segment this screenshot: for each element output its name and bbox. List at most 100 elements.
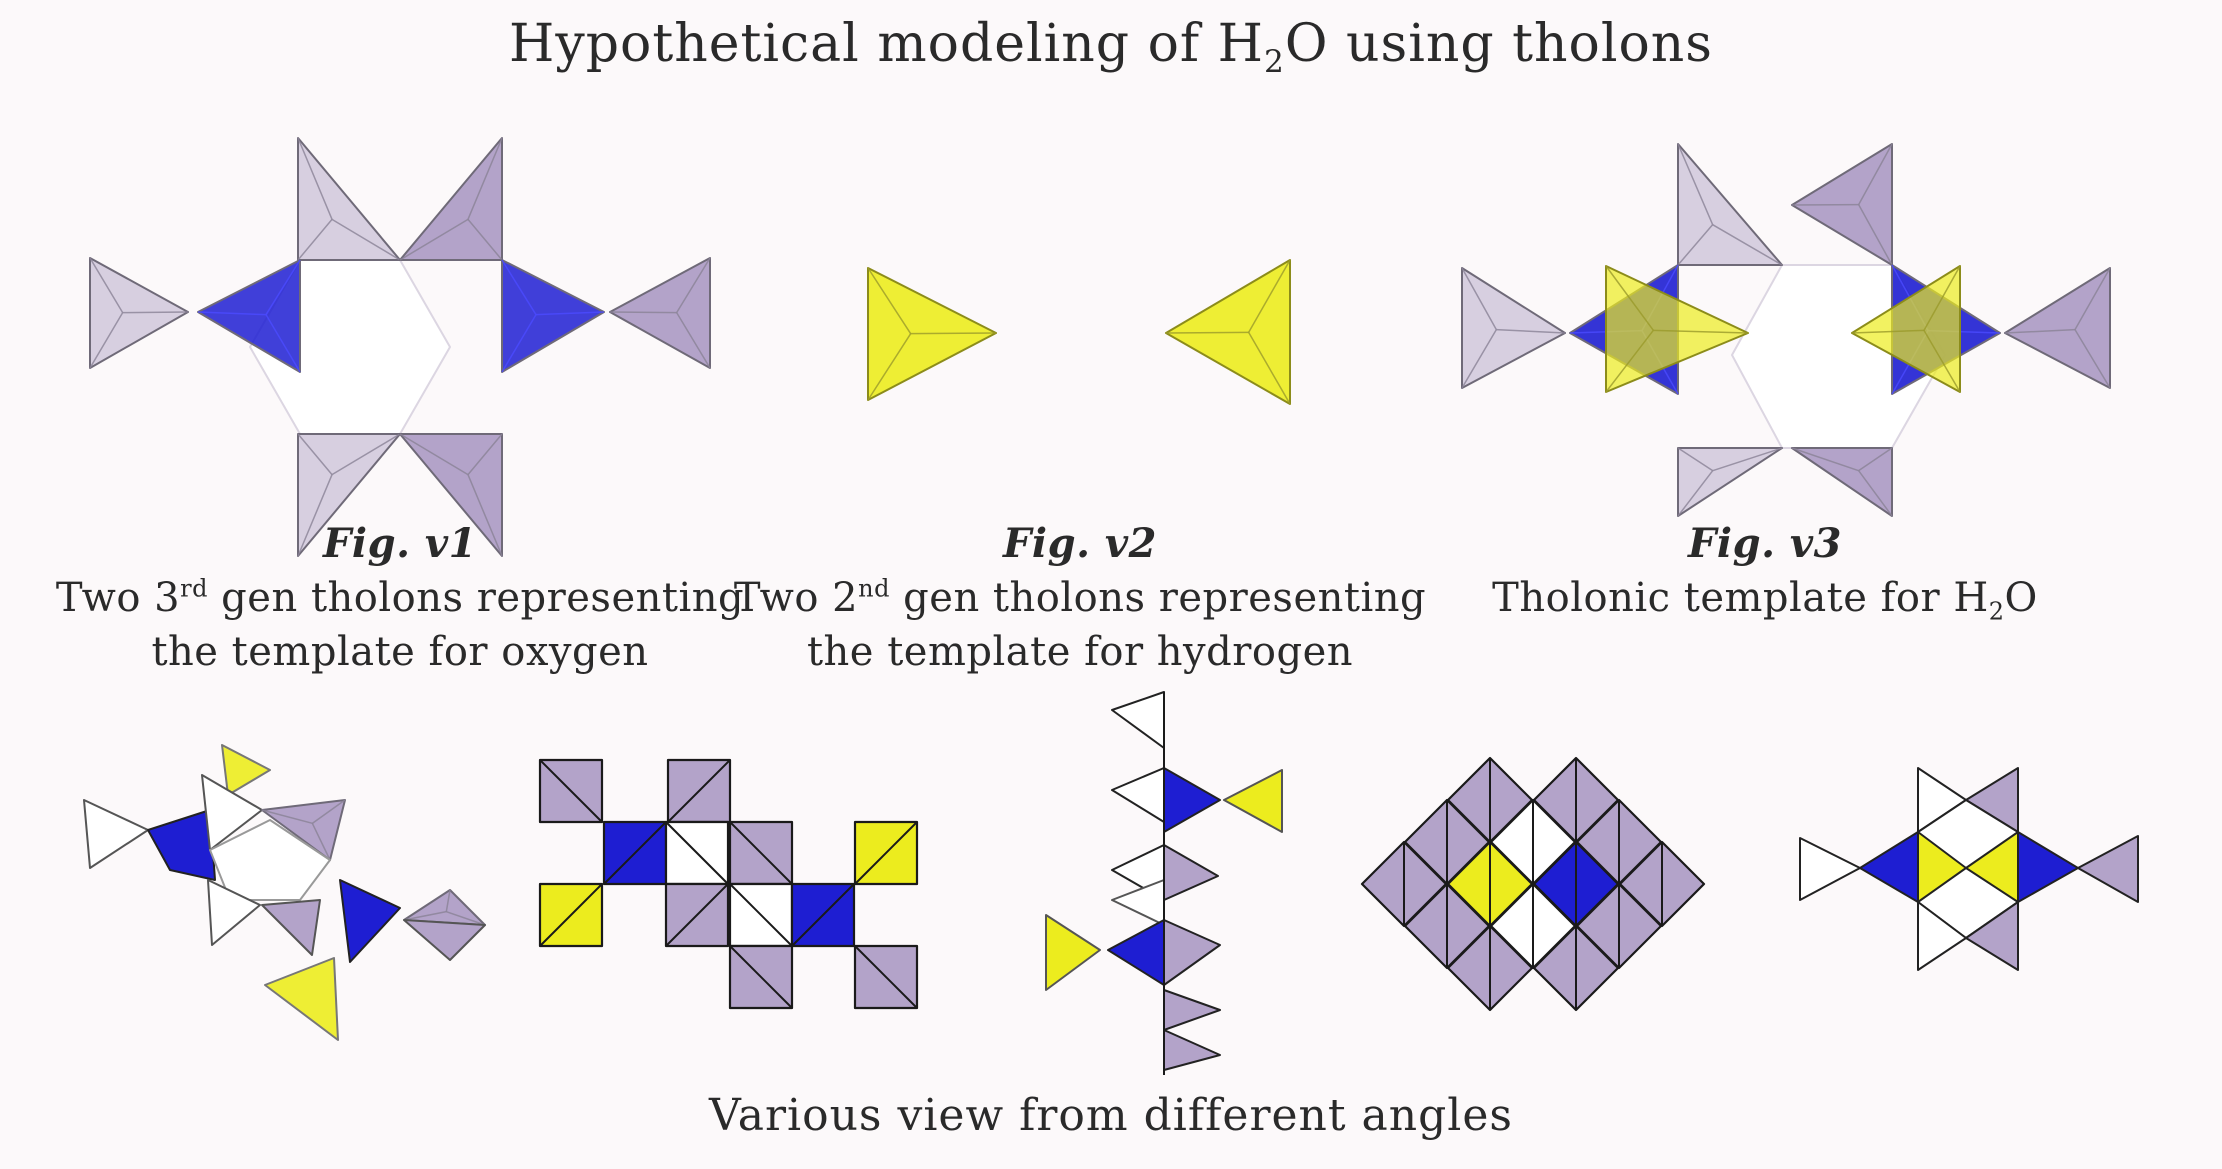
tholon-bottom-right-edge [1858, 470, 1893, 517]
sq-r1-1-diagonal [539, 759, 603, 823]
t5-white-left [1799, 837, 1861, 901]
tetra-lavender-top-edge [311, 823, 331, 861]
tholon-bottom-left-edge [331, 433, 401, 476]
fig-v1-line2: the template for oxygen [151, 629, 649, 675]
sq-r3-3-diagonal [729, 883, 793, 947]
t5-bottom-1 [1917, 901, 1967, 971]
tholon-yellow-right [1851, 265, 1961, 393]
tholon-yellow-left [1605, 265, 1749, 393]
angle-view-5 [1799, 767, 2139, 971]
fig-v3-label: Fig. v3 [1688, 520, 1842, 567]
angle-view-1 [83, 744, 486, 1041]
tholon-top-left-edge [297, 137, 333, 220]
tholon-top-right-edge [1858, 204, 1893, 266]
tetra-blue-left [147, 809, 216, 881]
tholon-far-right-edge [2004, 328, 2076, 334]
tholon-top-left-edge [297, 218, 333, 261]
tholon-yellow-right-edge [1248, 259, 1291, 333]
t5-lavender-right [2077, 835, 2139, 903]
t5-yellow-left [1917, 831, 1967, 903]
tholon-bottom-left-edge [1677, 470, 1714, 517]
tholon-yellow-right-edge [1248, 331, 1291, 405]
angle-view-3 [1045, 691, 1283, 1075]
tetra-white-bottom [207, 879, 261, 946]
tholon-bottom-right-edge [1858, 447, 1893, 472]
tetra-yellow-bottom [264, 957, 339, 1041]
tri-mid-3 [1111, 879, 1165, 926]
tholon-yellow-left-edge [867, 267, 912, 335]
tholon-yellow-left-edge [910, 332, 997, 335]
tri-bottom-2 [1163, 1029, 1221, 1071]
sq-r2-3-diagonal [729, 821, 793, 885]
page-title: Hypothetical modeling of H2O using tholo… [509, 14, 1713, 80]
t5-blue-left [1859, 831, 1919, 903]
fig-v2-line2: the template for hydrogen [806, 629, 1354, 675]
tholon-far-left-edge [1461, 267, 1497, 331]
tetra-yellow-top [221, 744, 271, 796]
tetra-lavender-bottom [261, 899, 321, 956]
tholon-bottom-right-edge [1791, 447, 1859, 472]
tholon-far-right-edge [609, 311, 677, 314]
tholon-blue-right [501, 259, 605, 373]
tholon-yellow-right-edge [1851, 329, 1925, 334]
tetra-lavender-top-edge [261, 809, 313, 825]
tholon-blue-left-edge [265, 259, 301, 316]
tholon-top-left-edge [1677, 224, 1714, 266]
sq-r2-1-diagonal [603, 821, 667, 885]
sq-r1-2-diagonal [667, 759, 731, 823]
fig-v3-caption: Fig. v3 Tholonic template for H2O [1440, 517, 2090, 638]
tetra-lavender-top-edge [311, 799, 346, 824]
tholon-far-left-edge [89, 257, 124, 314]
tholon-far-right-edge [2074, 267, 2111, 331]
tri-top-2 [1111, 767, 1165, 823]
tholon-blue-right-edge [535, 311, 605, 316]
sq-r3-4-diagonal [791, 883, 855, 947]
fig-v2-label: Fig. v2 [1003, 520, 1157, 567]
tholon-top-left-edge [331, 218, 401, 261]
tholon-bottom-left-edge [297, 433, 333, 476]
tholon-far-left [1461, 267, 1566, 389]
tholon-far-right-edge [676, 257, 711, 314]
tetra-white-left [83, 799, 149, 869]
tholon-yellow-right-edge [1165, 331, 1249, 334]
tholon-blue-right-edge [501, 314, 537, 373]
tholon-yellow-right-edge [1923, 329, 1961, 393]
tetra-blue-right [339, 879, 401, 963]
tholon-far-right-edge [676, 312, 711, 369]
angle-view-2 [538, 758, 919, 1010]
fig-v3-line1: Tholonic template for H2O [1492, 575, 2038, 626]
tholon-top-right-edge [467, 137, 503, 220]
tholon-blue-right-edge [501, 259, 537, 316]
angle-view-4 [1360, 756, 1706, 1012]
tri-mid-2 [1163, 844, 1219, 901]
tetra-white-top [201, 774, 263, 851]
tholon-top-left-edge [1677, 143, 1714, 225]
tholon-far-left-edge [122, 311, 189, 314]
t5-bottom-2 [1965, 901, 2019, 971]
tetra-lavender-right-edge [445, 889, 451, 912]
tholon-blue-left-edge [265, 314, 301, 373]
tholon-yellow-left-edge [867, 333, 912, 401]
tholon-far-right-edge [2074, 329, 2111, 389]
tri-yellow-left [1045, 914, 1101, 991]
tholon-bottom-left-edge [1712, 447, 1783, 472]
tri-top-1 [1111, 691, 1165, 749]
tholon-bottom-right-edge [399, 433, 469, 476]
tholon-blue-left-edge [197, 311, 267, 316]
tholon-top-right-edge [1858, 143, 1893, 206]
tri-bottom-1 [1163, 989, 1221, 1031]
tri-mid-4 [1163, 919, 1221, 986]
tholon-bottom-left-edge [297, 474, 333, 557]
sq-r3-2-diagonal [665, 883, 729, 947]
fig-v3-h2o-template [1461, 143, 2111, 517]
tetra-lavender-right-edge [403, 910, 447, 921]
sq-r2-2-diagonal [665, 821, 729, 885]
tri-blue-2 [1107, 919, 1165, 986]
tholon-bottom-left-edge [1677, 447, 1714, 472]
tri-blue-1 [1163, 767, 1221, 833]
tholon-top-right-edge [467, 218, 503, 261]
t5-blue-right [2017, 831, 2079, 903]
tholon-blue-left [197, 259, 301, 373]
tetra-lavender-right-edge [446, 910, 486, 926]
